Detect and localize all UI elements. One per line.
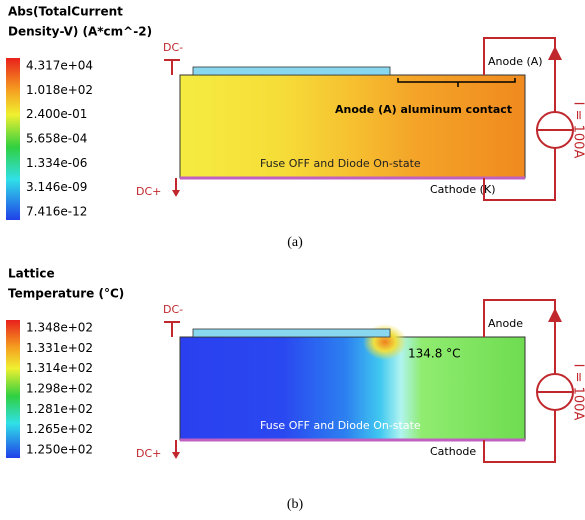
colorbar-title: Abs(TotalCurrent bbox=[8, 5, 123, 19]
contact bbox=[192, 328, 391, 338]
current-arrow bbox=[548, 308, 562, 322]
current-label: I = 100A bbox=[571, 102, 585, 159]
device bbox=[179, 336, 526, 441]
dc-plus-arrow bbox=[172, 190, 180, 197]
current-label: I = 100A bbox=[571, 364, 585, 421]
colorbar-label: 1.314e+02 bbox=[26, 361, 93, 375]
colorbar-label: 5.658e-04 bbox=[26, 132, 87, 146]
dc-plus: DC+ bbox=[136, 447, 161, 460]
colorbar-label: 2.400e-01 bbox=[26, 107, 87, 121]
anode-label: Anode (A) bbox=[488, 55, 543, 68]
state-label: Fuse OFF and Diode On-state bbox=[260, 419, 421, 432]
dc-minus: DC- bbox=[163, 41, 183, 54]
colorbar-label: 1.348e+02 bbox=[26, 321, 93, 335]
colorbar-label: 1.298e+02 bbox=[26, 382, 93, 396]
device bbox=[179, 74, 526, 179]
colorbar-title: Density-V) (A*cm^-2) bbox=[8, 25, 152, 39]
colorbar bbox=[6, 320, 20, 458]
colorbar-label: 7.416e-12 bbox=[26, 205, 87, 219]
panel-label: (a) bbox=[287, 235, 303, 250]
colorbar-label: 1.331e+02 bbox=[26, 341, 93, 355]
panel-label: (b) bbox=[287, 497, 304, 512]
colorbar-title: Temperature (°C) bbox=[8, 287, 124, 301]
colorbar-label: 1.334e-06 bbox=[26, 156, 87, 170]
cathode-label: Cathode (K) bbox=[430, 183, 495, 196]
colorbar-label: 1.265e+02 bbox=[26, 422, 93, 436]
contact-brace bbox=[397, 78, 516, 87]
colorbar-label: 1.281e+02 bbox=[26, 402, 93, 416]
colorbar bbox=[6, 58, 20, 220]
cathode-label: Cathode bbox=[430, 445, 476, 458]
dc-minus: DC- bbox=[163, 303, 183, 316]
current-arrow bbox=[548, 46, 562, 60]
contact-label: Anode (A) aluminum contact bbox=[335, 103, 512, 116]
colorbar-label: 1.250e+02 bbox=[26, 443, 93, 457]
temp-right: 134.8 °C bbox=[408, 347, 461, 361]
dc-plus-arrow bbox=[172, 452, 180, 459]
colorbar-title: Lattice bbox=[8, 267, 55, 281]
dc-plus: DC+ bbox=[136, 185, 161, 198]
colorbar-label: 3.146e-09 bbox=[26, 180, 87, 194]
colorbar-label: 1.018e+02 bbox=[26, 83, 93, 97]
contact bbox=[192, 66, 391, 76]
temp-left: 125 °C bbox=[135, 349, 176, 363]
anode-label: Anode bbox=[488, 317, 523, 330]
state-label: Fuse OFF and Diode On-state bbox=[260, 157, 421, 170]
colorbar-label: 4.317e+04 bbox=[26, 59, 93, 73]
